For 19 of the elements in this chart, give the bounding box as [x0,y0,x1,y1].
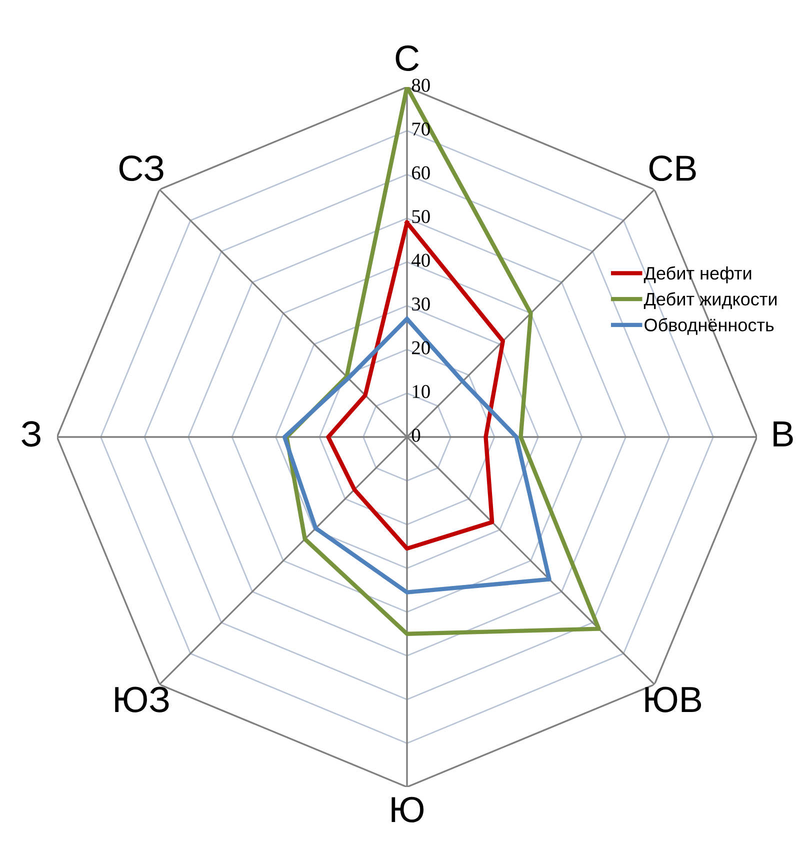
spoke-label: ЮЗ [115,686,169,712]
y-tick-label: 50 [412,210,430,224]
y-tick-label: 40 [412,254,430,267]
legend-label: Дебит нефти [644,266,752,284]
spoke-label: СВ [649,155,696,182]
spoke-label: ЮВ [645,686,702,712]
y-tick-label: 30 [412,297,430,311]
y-tick-label: 60 [412,166,430,180]
spoke-label: С [396,45,419,71]
y-tick-label: 10 [412,384,430,398]
y-tick-label: 20 [412,341,430,354]
spoke-label: СЗ [119,155,164,182]
y-tick-label: 80 [412,78,430,92]
legend-label: Обводнённость [644,318,774,335]
spoke-label: Ю [392,796,424,822]
spoke-label: З [22,421,40,447]
spoke-label: В [774,421,793,446]
legend-label: Дебит жидкости [644,292,777,309]
y-tick-label: 0 [412,428,420,442]
